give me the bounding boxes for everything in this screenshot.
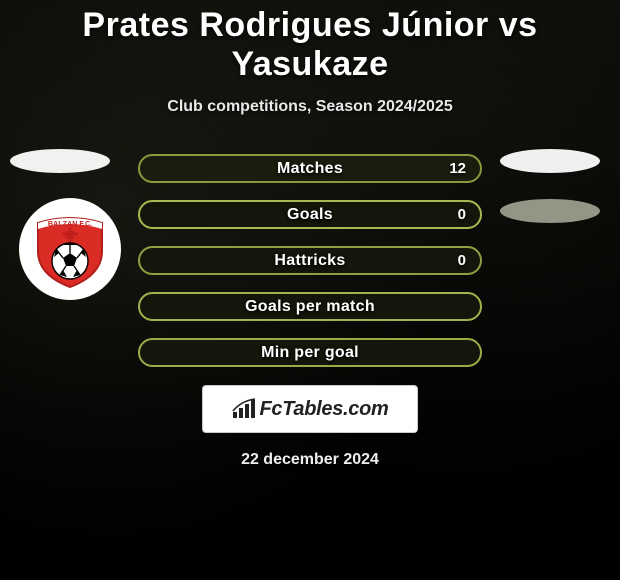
- stat-bar-label: Goals per match: [245, 298, 375, 316]
- player-right-placeholder-1: [500, 149, 600, 173]
- club-logo: BALZAN F.C.: [19, 198, 121, 300]
- stat-bar-goals-per-match: Goals per match: [138, 292, 482, 321]
- brand-badge: FcTables.com: [202, 385, 418, 433]
- stat-bar-label: Goals: [287, 206, 333, 224]
- stat-bar-value: 0: [458, 252, 466, 269]
- stat-bar-hattricks: Hattricks 0: [138, 246, 482, 275]
- logo-text: BALZAN F.C.: [48, 219, 92, 228]
- player-right-placeholder-2: [500, 199, 600, 223]
- subtitle: Club competitions, Season 2024/2025: [0, 98, 620, 116]
- player-left-placeholder-1: [10, 149, 110, 173]
- stat-bar-label: Matches: [277, 160, 343, 178]
- stat-bar-matches: Matches 12: [138, 154, 482, 183]
- fctables-bars-icon: [231, 398, 257, 420]
- stat-bar-label: Min per goal: [261, 344, 359, 362]
- stat-bar-goals: Goals 0: [138, 200, 482, 229]
- balzan-fc-shield-icon: BALZAN F.C.: [30, 209, 110, 289]
- stat-bar-value: 12: [449, 160, 466, 177]
- stat-bars: Matches 12 Goals 0 Hattricks 0 Goals per match…: [138, 154, 482, 367]
- stat-bar-label: Hattricks: [274, 252, 345, 270]
- stat-bar-min-per-goal: Min per goal: [138, 338, 482, 367]
- brand-text: FcTables.com: [259, 398, 388, 421]
- page-title: Prates Rodrigues Júnior vs Yasukaze: [0, 0, 620, 84]
- comparison-panel: BALZAN F.C. Matches12Goals0Hattricks0Goa…: [0, 154, 620, 469]
- stat-bar-value: 0: [458, 206, 466, 223]
- snapshot-date: 22 december 2024: [0, 451, 620, 469]
